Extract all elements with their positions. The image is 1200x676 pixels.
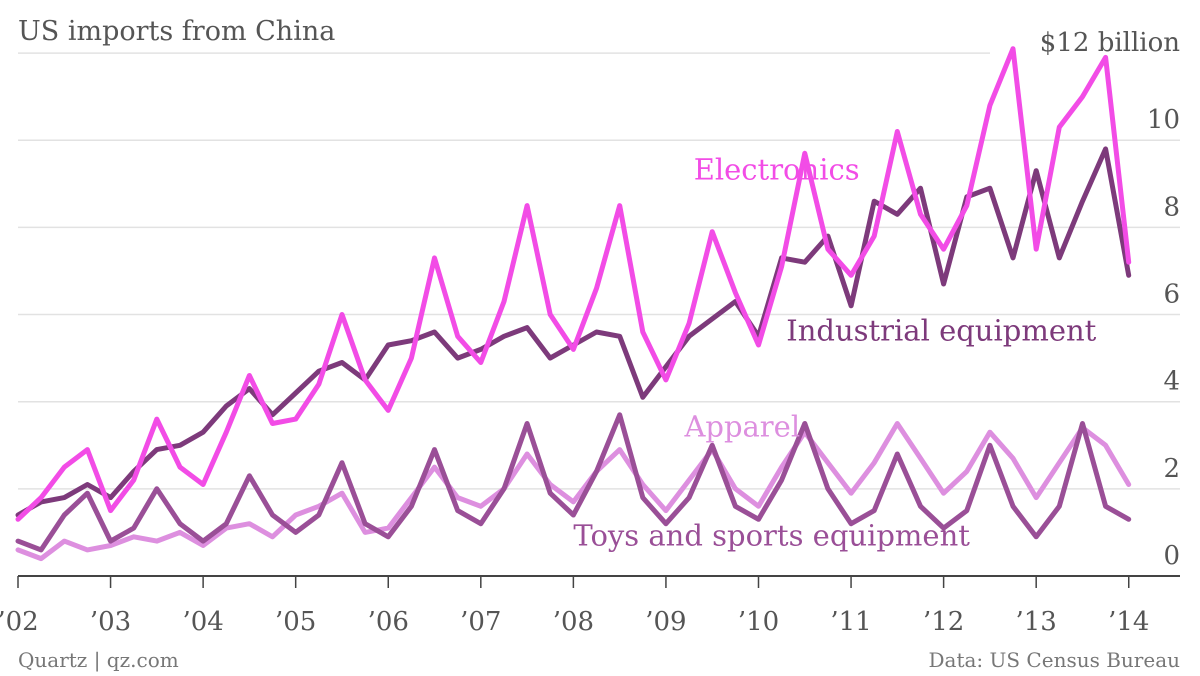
x-tick-label: ’04 — [182, 607, 223, 637]
series-labels: Electronics Industrial equipment Apparel To… — [573, 152, 1096, 552]
x-tick-label: ’03 — [90, 607, 131, 637]
gridlines — [18, 52, 1180, 490]
x-tick-label: ’09 — [645, 607, 686, 637]
y-tick-label: 4 — [1163, 367, 1180, 397]
x-tick-label: ’07 — [460, 607, 501, 637]
series-label-electronics: Electronics — [694, 152, 860, 186]
y-tick-label: 8 — [1163, 192, 1180, 222]
x-axis-tick-labels: ’02 ’03 ’04 ’05 ’06 ’07 ’08 ’09 ’10 ’11 ’12 ’13 ’14 — [0, 607, 1149, 637]
series-lines — [15, 46, 1132, 562]
series-line-apparel — [15, 421, 1132, 562]
x-tick-label: ’10 — [738, 607, 779, 637]
y-tick-label: 0 — [1163, 541, 1180, 571]
data-source: Data: US Census Bureau — [929, 648, 1181, 672]
x-tick-label: ’02 — [0, 607, 39, 637]
y-tick-label: 6 — [1163, 280, 1180, 310]
y-tick-label: 2 — [1163, 454, 1180, 484]
x-axis — [17, 575, 1180, 588]
x-tick-label: ’06 — [368, 607, 409, 637]
series-label-industrial-equipment: Industrial equipment — [786, 314, 1096, 348]
series-label-apparel: Apparel — [683, 410, 800, 444]
series-line-electronics — [15, 46, 1132, 522]
chart-title: US imports from China — [18, 16, 335, 47]
y-top-label: $12 billion — [1040, 28, 1180, 58]
source-credit: Quartz | qz.com — [18, 648, 179, 673]
y-tick-label: 10 — [1147, 105, 1180, 135]
series-line-toys-and-sports-equipment — [15, 412, 1132, 553]
x-tick-label: ’05 — [275, 607, 316, 637]
x-tick-label: ’08 — [553, 607, 594, 637]
x-tick-label: ’12 — [923, 607, 964, 637]
x-tick-label: ’14 — [1108, 607, 1149, 637]
x-tick-label: ’13 — [1016, 607, 1057, 637]
series-label-toys-and-sports-equipment: Toys and sports equipment — [573, 518, 970, 552]
y-axis-tick-labels: 0 2 4 6 8 10 $12 billion — [1040, 28, 1180, 571]
x-tick-label: ’11 — [830, 607, 871, 637]
